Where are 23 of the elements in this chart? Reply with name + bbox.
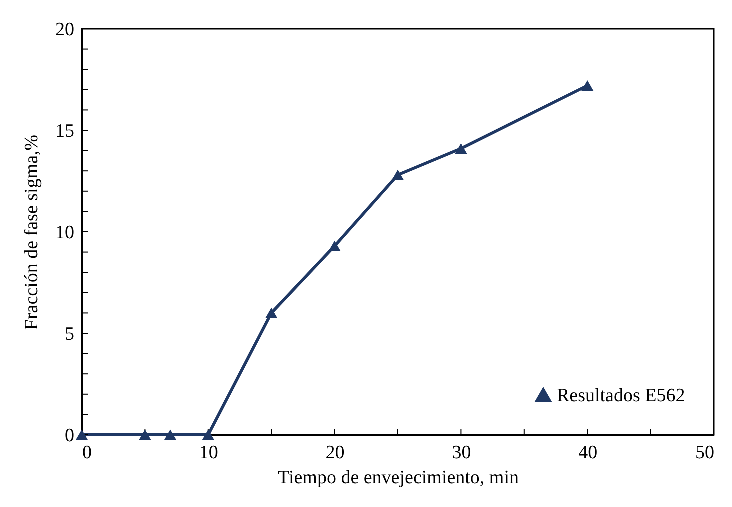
x-tick-label: 0: [82, 442, 92, 464]
y-axis-title: Fracción de fase sigma,%: [22, 134, 42, 330]
legend-label: Resultados E562: [557, 386, 686, 406]
y-tick-label: 20: [56, 20, 74, 40]
x-tick-label: 10: [199, 442, 218, 464]
point: [581, 80, 594, 92]
point: [202, 430, 215, 440]
y-tick-label: 10: [56, 222, 74, 244]
point: [265, 308, 278, 319]
y-tick-label: 15: [56, 121, 74, 142]
point: [139, 430, 152, 440]
x-tick-label: 50: [696, 442, 714, 464]
point: [76, 430, 88, 440]
x-tick-label: 20: [326, 442, 345, 464]
y-tick-label: 0: [65, 426, 74, 446]
point: [164, 430, 177, 440]
x-axis-title: Tiempo de envejecimiento, min: [278, 468, 520, 488]
point: [392, 170, 404, 180]
point: [328, 240, 341, 252]
point: [455, 143, 468, 154]
x-tick-label: 40: [578, 442, 598, 464]
x-tick-label: 30: [452, 442, 472, 464]
y-tick-label: 5: [65, 324, 74, 345]
